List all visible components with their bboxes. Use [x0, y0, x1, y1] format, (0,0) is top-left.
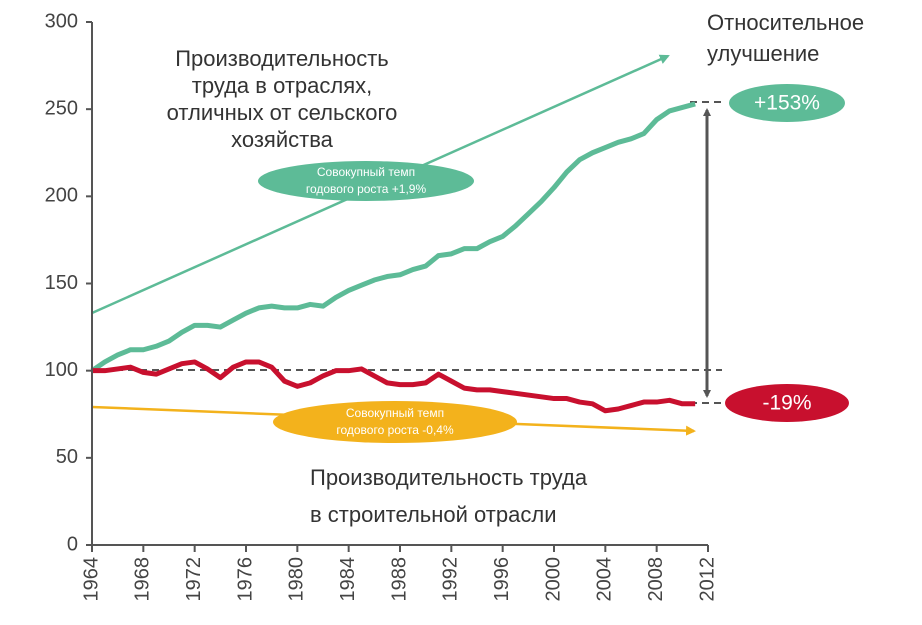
annotation: хозяйства	[231, 127, 334, 152]
change-pill	[725, 384, 849, 422]
annotation: Совокупный темп	[346, 406, 444, 420]
change-pill	[729, 84, 845, 122]
rate-pill	[258, 161, 474, 201]
x-tick-label: 1964	[80, 557, 102, 602]
y-tick-label: 100	[45, 359, 78, 381]
annotation: годового роста +1,9%	[306, 182, 427, 196]
annotation: Производительность	[175, 46, 389, 71]
x-tick-label: 1976	[234, 557, 256, 602]
series-line	[92, 359, 696, 414]
plot	[90, 101, 696, 414]
annotation: в строительной отрасли	[310, 502, 556, 527]
x-tick-label: 2004	[594, 557, 616, 602]
y-tick-label: 150	[45, 272, 78, 294]
series-line	[90, 101, 696, 373]
x-tick-label: 1996	[491, 557, 513, 602]
annotation: труда в отраслях,	[192, 73, 372, 98]
x-tick-label: 1992	[440, 557, 462, 602]
y-tick-label: 300	[45, 10, 78, 32]
annotation: Совокупный темп	[317, 165, 415, 179]
y-tick-label: 200	[45, 185, 78, 207]
y-tick-label: 250	[45, 97, 78, 119]
rate-pill	[273, 401, 517, 443]
x-tick-label: 1972	[183, 557, 205, 602]
x-tick-label: 2012	[696, 557, 718, 602]
y-tick-label: 50	[56, 446, 78, 468]
x-tick-label: 2000	[542, 557, 564, 602]
x-tick-label: 1988	[388, 557, 410, 602]
change-label: -19%	[762, 392, 811, 415]
change-label: +153%	[754, 92, 820, 115]
x-tick-label: 1980	[286, 557, 308, 602]
annotation: Производительность труда	[310, 465, 588, 490]
y-tick-label: 0	[67, 533, 78, 555]
annotation: годового роста -0,4%	[336, 423, 454, 437]
x-tick-label: 1984	[337, 557, 359, 602]
annotation: Относительное	[707, 10, 864, 35]
annotation: улучшение	[707, 41, 819, 66]
annotation: отличных от сельского	[167, 100, 398, 125]
x-tick-label: 2008	[645, 557, 667, 602]
x-tick-label: 1968	[132, 557, 154, 602]
